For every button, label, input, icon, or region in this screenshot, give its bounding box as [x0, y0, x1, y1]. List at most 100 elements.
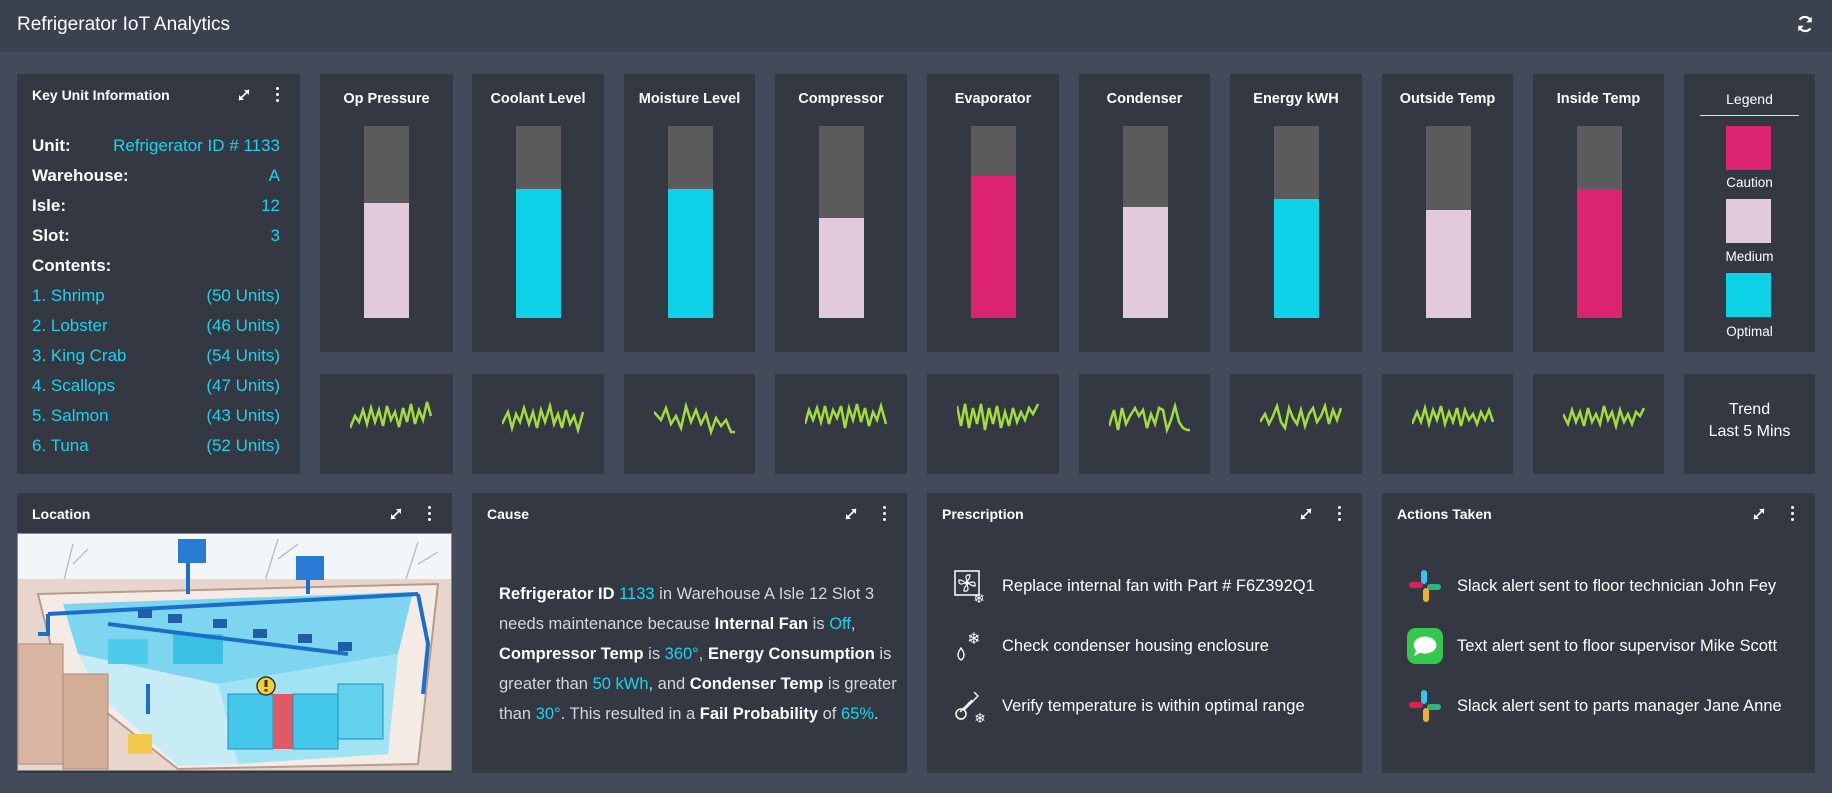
list-item: 4. Scallops (47 Units) — [32, 376, 280, 400]
fan-snowflake-icon: ❄ — [952, 568, 988, 604]
content-units: (54 Units) — [206, 346, 280, 365]
content-units: (50 Units) — [206, 286, 280, 305]
emphasis-text: Internal Fan — [714, 615, 809, 633]
legend-label: Optimal — [1726, 324, 1773, 339]
expand-icon[interactable] — [237, 88, 251, 102]
sparkline-line — [1109, 401, 1190, 435]
more-menu-icon[interactable] — [426, 506, 432, 522]
cause-text: is — [808, 615, 830, 633]
sparkline-outside-temp — [1382, 374, 1513, 474]
legend-swatch-medium — [1726, 199, 1771, 243]
more-menu-icon[interactable] — [274, 87, 280, 103]
emphasis-text: Condenser Temp — [689, 675, 824, 693]
panel-title: Cause — [487, 506, 530, 522]
gauge-fill — [364, 202, 409, 318]
prescription-text: Verify temperature is within optimal ran… — [1002, 696, 1305, 715]
action-text: Slack alert sent to parts manager Jane A… — [1457, 696, 1782, 715]
actions-panel: Actions Taken Slack alert sent to floor … — [1382, 493, 1815, 773]
svg-text:❄: ❄ — [974, 711, 986, 724]
prescription-text: Check condenser housing enclosure — [1002, 636, 1269, 655]
gauge-condenser: Condenser — [1079, 74, 1210, 352]
list-item: 1. Shrimp (50 Units) — [32, 286, 280, 310]
svg-text:❄: ❄ — [967, 629, 980, 648]
sparkline-line — [1563, 405, 1645, 431]
gauge-label: Moisture Level — [638, 91, 741, 107]
more-menu-icon[interactable] — [1789, 506, 1795, 522]
gauge-fill — [1123, 206, 1168, 318]
gauge-fill — [971, 175, 1016, 318]
field-value: 3 — [270, 226, 280, 245]
panel-title: Prescription — [942, 506, 1024, 522]
expand-icon[interactable] — [1299, 507, 1313, 521]
warehouse-illustration — [18, 534, 451, 770]
refresh-icon[interactable] — [1796, 15, 1814, 33]
sparkline-compressor — [775, 374, 907, 474]
gauge-evaporator: Evaporator — [927, 74, 1059, 352]
top-bar: Refrigerator IoT Analytics — [0, 0, 1832, 52]
gauge-fill — [1577, 189, 1622, 318]
thermometer-snowflake-icon: ❄ — [952, 688, 988, 724]
content-units: (43 Units) — [206, 406, 280, 425]
key-unit-panel: Key Unit Information Unit: Refrigerator … — [17, 74, 300, 474]
expand-icon[interactable] — [389, 507, 403, 521]
field-label: Contents: — [32, 256, 112, 275]
gauge-label: Condenser — [1106, 91, 1183, 107]
contents-heading: Contents: — [32, 256, 280, 280]
slack-icon — [1407, 688, 1443, 724]
cause-description: Refrigerator ID 1133 in Warehouse A Isle… — [499, 579, 899, 729]
panel-title: Location — [32, 506, 91, 522]
cause-text: is — [643, 645, 665, 663]
expand-icon[interactable] — [844, 507, 858, 521]
messages-icon — [1407, 628, 1443, 664]
legend-label: Caution — [1726, 175, 1773, 190]
content-units: (47 Units) — [206, 376, 280, 395]
gauge-outside-temp: Outside Temp — [1382, 74, 1513, 352]
sparkline-evaporator — [927, 374, 1059, 474]
gauge-op-pressure: Op Pressure — [320, 74, 453, 352]
highlight-value: 65% — [840, 705, 875, 723]
more-menu-icon[interactable] — [881, 506, 887, 522]
cause-text: is greater than — [499, 675, 897, 723]
gauge-track — [1274, 126, 1319, 318]
field-value: A — [268, 166, 280, 185]
gauge-track — [819, 126, 864, 318]
gauge-inside-temp: Inside Temp — [1533, 74, 1664, 352]
legend-label: Medium — [1725, 249, 1774, 264]
warehouse-field: Warehouse: A — [32, 166, 280, 190]
gauge-label: Evaporator — [954, 91, 1032, 107]
expand-icon[interactable] — [1752, 507, 1766, 521]
cause-text: , — [850, 615, 856, 633]
gauge-track — [1577, 126, 1622, 318]
sparkline-line — [502, 401, 584, 435]
trend-line-2: Last 5 Mins — [1708, 423, 1791, 440]
gauge-label: Inside Temp — [1556, 91, 1641, 107]
gauge-track — [516, 126, 561, 318]
field-value: Refrigerator ID # 1133 — [113, 136, 280, 155]
sparkline-chart — [1260, 401, 1342, 432]
gauge-label: Op Pressure — [343, 91, 430, 107]
legend-title: Legend — [1700, 91, 1799, 116]
action-text: Slack alert sent to floor technician Joh… — [1457, 576, 1777, 595]
trend-line-1: Trend — [1728, 401, 1771, 418]
highlight-value: 30° — [535, 705, 561, 723]
sparkline-inside-temp — [1533, 374, 1664, 474]
field-value: 12 — [261, 196, 280, 215]
list-item: Slack alert sent to parts manager Jane A… — [1407, 688, 1782, 724]
sparkline-chart — [1412, 403, 1494, 429]
isle-field: Isle: 12 — [32, 196, 280, 220]
field-label: Warehouse: — [32, 166, 129, 185]
slack-icon — [1407, 568, 1443, 604]
gauge-energy-kwh: Energy kWH — [1230, 74, 1362, 352]
cause-text: is greater than — [499, 645, 892, 693]
sparkline-chart — [1109, 401, 1190, 435]
gauge-track — [971, 126, 1016, 318]
highlight-value: Off — [829, 615, 851, 633]
field-label: Unit: — [32, 136, 71, 155]
legend-panel: Legend Caution Medium Optimal — [1684, 74, 1815, 352]
sparkline-condenser — [1079, 374, 1210, 474]
gauge-fill — [1426, 210, 1471, 318]
gauge-track — [1426, 126, 1471, 318]
sparkline-chart — [957, 403, 1039, 431]
more-menu-icon[interactable] — [1336, 506, 1342, 522]
content-name: 2. Lobster — [32, 316, 108, 335]
